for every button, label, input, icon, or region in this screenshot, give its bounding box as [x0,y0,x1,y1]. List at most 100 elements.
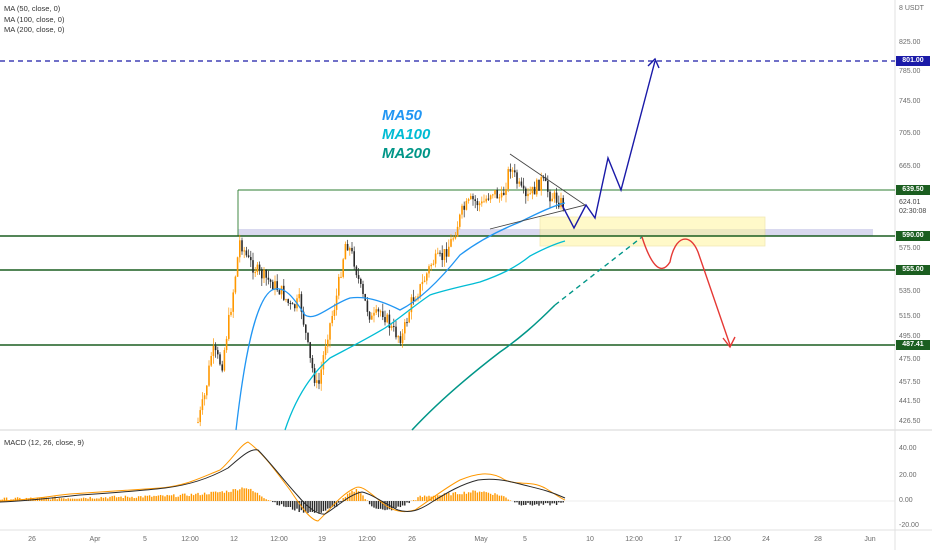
macd-histogram-bar [305,501,307,512]
macd-histogram-bar [283,501,285,507]
candle-body [307,332,309,343]
candle-body [426,273,428,281]
macd-histogram-bar [439,495,441,501]
price-tick: 575.00 [899,245,921,252]
macd-histogram-bar [100,497,102,501]
macd-histogram-bar [404,501,406,506]
time-tick: 17 [674,536,682,543]
macd-histogram-bar [294,501,296,511]
candle-body [547,181,549,192]
macd-histogram-bar [82,497,85,501]
candle-body [311,358,314,369]
macd-histogram-bar [500,495,503,501]
macd-legend[interactable]: MACD (12, 26, close, 9) [4,438,85,447]
candle-body [544,177,547,182]
candle-body [225,338,228,351]
macd-histogram-bar [214,491,217,501]
candle-body [401,333,404,344]
candle-body [302,311,305,325]
support-487-badge[interactable]: 487.41 [896,340,930,350]
macd-histogram-bar [503,496,505,501]
macd-histogram-bar [456,494,459,501]
resistance-price-badge[interactable]: 639.50 [896,185,930,195]
price-tick: 475.00 [899,356,921,363]
ma100-line[interactable] [284,240,566,431]
macd-histogram-bar [217,492,219,501]
price-tick: 426.50 [899,418,921,425]
macd-histogram-bar [368,501,371,505]
time-tick: 12:00 [270,536,288,543]
macd-histogram-bar [56,499,58,501]
legend-ma200[interactable]: MA (200, close, 0) [4,25,65,34]
macd-histogram-bar [47,497,50,501]
macd-histogram-bar [98,498,100,501]
macd-histogram-bar [230,491,232,501]
candle-body [261,269,263,279]
candle-body [269,279,272,282]
price-axis[interactable]: 8 USDT 825.00 785.00 745.00 705.00 665.0… [895,0,932,430]
macd-histogram-bar [397,501,399,507]
candle-body [507,169,509,190]
macd-histogram-bar [166,494,168,501]
candle-body [276,281,278,291]
time-tick: Jun [864,536,876,543]
macd-histogram-bar [536,501,538,505]
macd-histogram-bar [232,489,234,501]
ma50-annotation: MA50 [382,107,423,124]
candle-body [316,380,318,383]
macd-histogram-bar [135,497,138,501]
candle-body [206,385,208,396]
macd-histogram-bar [452,492,454,501]
support-590-badge[interactable]: 590.00 [896,231,930,241]
candle-body [382,311,384,318]
macd-histogram-bar [78,498,80,501]
macd-histogram-bar [115,497,118,501]
candle-body [228,314,230,339]
macd-histogram-bar [382,501,384,510]
ma200-line[interactable] [411,304,556,431]
time-tick: 28 [814,536,822,543]
macd-histogram-bar [544,501,547,504]
macd-histogram-bar [542,501,545,505]
macd-histogram-bar [133,498,135,501]
legend-ma100[interactable]: MA (100, close, 0) [4,14,65,24]
candle-body [498,197,501,199]
support-555-badge[interactable]: 555.00 [896,265,930,275]
target-price-badge[interactable]: 801.00 [896,56,930,66]
candle-body [408,312,410,323]
time-axis[interactable]: 26 Apr 5 12:00 12 12:00 19 12:00 26 May … [0,530,895,550]
macd-line[interactable] [0,449,566,515]
macd-histogram-bar [140,496,142,501]
macd-axis[interactable]: 40.00 20.00 0.00 -20.00 [895,430,932,530]
candle-body [500,192,503,198]
macd-histogram-bar [443,493,446,501]
macd-tick: 20.00 [899,472,917,479]
candle-body [509,169,512,172]
macd-histogram-bar [401,501,404,506]
ma50-line[interactable] [235,202,566,431]
candle-body [560,197,562,208]
macd-histogram-bar [111,496,113,501]
macd-histogram-bar [461,494,463,501]
candle-body [318,380,320,384]
macd-histogram-bar [525,501,527,505]
price-tick: 825.00 [899,39,921,46]
candle-body [538,179,540,191]
legend-ma50[interactable]: MA (50, close, 0) [4,4,61,13]
macd-histogram-bar [250,488,252,501]
candle-body [478,203,481,206]
macd-histogram-bar [562,501,564,503]
macd-histogram-bar [520,501,523,506]
macd-histogram-bar [203,492,206,501]
macd-histogram-bar [346,493,349,501]
time-tick: 12:00 [625,536,643,543]
candle-body [344,243,347,260]
candle-body [309,342,311,359]
macd-histogram-bar [146,495,149,501]
macd-histogram-bar [522,501,525,506]
macd-histogram-bar [170,495,173,501]
macd-tick: -20.00 [899,522,919,529]
candle-body [445,249,448,257]
macd-signal-line[interactable] [0,441,566,522]
